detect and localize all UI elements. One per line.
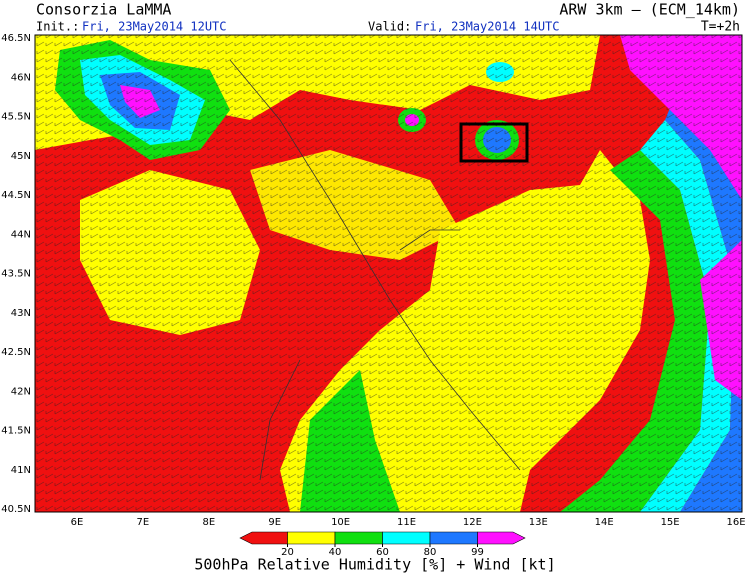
colorbar-label: 99	[471, 547, 484, 558]
lat-label: 40.5N	[1, 504, 31, 515]
lon-label: 13E	[529, 517, 548, 528]
color-swatch	[382, 531, 431, 545]
lon-label: 15E	[661, 517, 680, 528]
lat-label: 45.5N	[1, 112, 31, 123]
title: Consorzia LaMMA	[36, 1, 171, 19]
humidity-field	[35, 35, 742, 512]
valid-label: Valid:	[368, 20, 411, 34]
lon-label: 6E	[71, 517, 84, 528]
lat-label: 44.5N	[1, 190, 31, 201]
colorbar-label: 40	[329, 547, 342, 558]
lead-time: T=+2h	[701, 20, 740, 35]
lat-label: 44N	[11, 229, 31, 240]
lon-label: 7E	[137, 517, 150, 528]
valid-time: Fri, 23May2014 14UTC	[415, 20, 560, 34]
lat-label: 41N	[11, 465, 31, 476]
colorbar: 20 40 60 80 99	[239, 531, 526, 558]
lon-label: 9E	[268, 517, 281, 528]
lon-label: 8E	[202, 517, 215, 528]
lon-labels: 6E 7E 8E 9E 10E 11E 12E 13E 14E 15E 16E	[71, 517, 746, 528]
lon-label: 11E	[397, 517, 416, 528]
colorbar-label: 20	[281, 547, 294, 558]
lat-label: 42.5N	[1, 347, 31, 358]
lat-label: 41.5N	[1, 426, 31, 437]
lat-label: 43N	[11, 308, 31, 319]
lon-label: 16E	[726, 517, 745, 528]
lon-label: 14E	[595, 517, 614, 528]
color-swatch	[287, 531, 336, 545]
color-swatch	[334, 531, 383, 545]
color-swatch	[239, 531, 288, 545]
lat-label: 46.5N	[1, 33, 31, 44]
lat-label: 42N	[11, 386, 31, 397]
model: ARW 3km – (ECM_14km)	[559, 1, 740, 19]
lon-label: 12E	[463, 517, 482, 528]
colorbar-label: 60	[376, 547, 389, 558]
color-swatch	[477, 531, 526, 545]
init-label: Init.:	[36, 20, 79, 34]
lat-label: 43.5N	[1, 269, 31, 280]
lon-label: 10E	[331, 517, 350, 528]
init-time: Fri, 23May2014 12UTC	[82, 20, 227, 34]
lat-label: 46N	[11, 72, 31, 83]
colorbar-label: 80	[424, 547, 437, 558]
lat-label: 45N	[11, 151, 31, 162]
lat-labels: 46.5N 46N 45.5N 45N 44.5N 44N 43.5N 43N 42.5N 42N…	[1, 33, 31, 515]
caption: 500hPa Relative Humidity [%] + Wind [kt]	[194, 556, 555, 574]
color-swatch	[429, 531, 478, 545]
focus-box	[459, 122, 529, 163]
map-frame	[34, 34, 743, 513]
